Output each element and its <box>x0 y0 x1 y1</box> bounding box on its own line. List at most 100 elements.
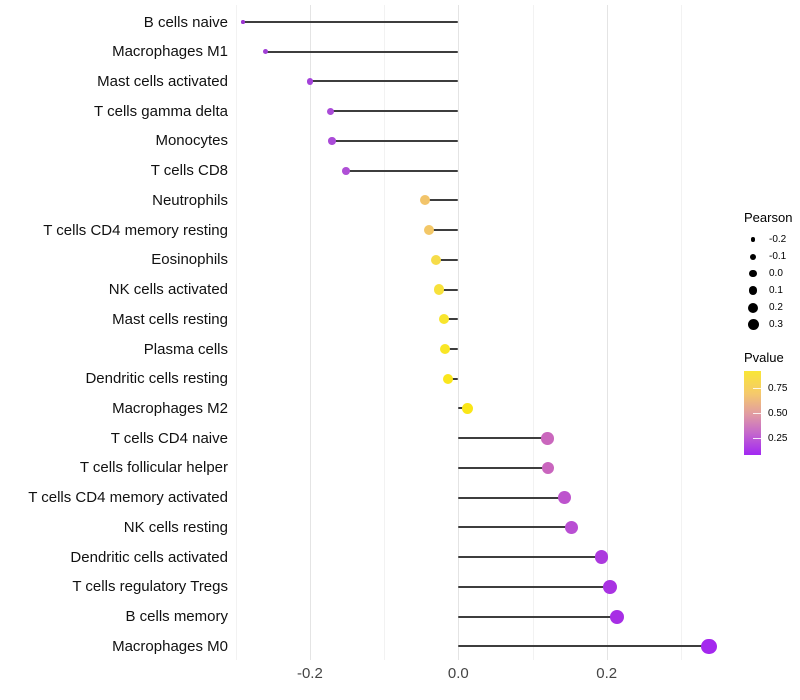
lollipop-stem <box>458 615 618 618</box>
gradient-tick-label: 0.50 <box>768 408 788 419</box>
lollipop-stem <box>458 526 572 529</box>
gridline-minor <box>384 5 386 660</box>
lollipop-stem <box>330 110 459 113</box>
y-axis-label: T cells gamma delta <box>94 102 228 120</box>
lollipop-dot <box>430 254 442 265</box>
gridline-major <box>458 5 460 660</box>
lollipop-dot <box>433 284 445 295</box>
lollipop-stem <box>265 50 459 53</box>
gridline-minor <box>235 5 237 660</box>
lollipop-dot <box>462 403 474 414</box>
lollipop-dot <box>594 550 609 564</box>
size-legend-label: 0.2 <box>769 302 783 313</box>
lollipop-dot <box>241 20 245 24</box>
y-axis-label: Dendritic cells resting <box>85 370 228 388</box>
y-axis-label: T cells CD4 memory activated <box>28 489 228 507</box>
pearson-size-legend: Pearson -0.2 -0.1 0.0 0.1 0.2 0.3 <box>742 210 792 333</box>
size-legend-dot <box>750 253 756 260</box>
size-legend-entry: -0.2 <box>742 231 792 248</box>
gradient-tick <box>753 438 761 439</box>
size-legend-label: 0.3 <box>769 319 783 330</box>
lollipop-dot <box>564 520 578 534</box>
size-legend-label: 0.1 <box>769 285 783 296</box>
y-axis-label: NK cells resting <box>123 518 228 536</box>
lollipop-dot <box>610 609 625 624</box>
lollipop-stem <box>346 169 459 172</box>
gradient-tick <box>753 388 761 389</box>
size-legend-dot <box>748 302 758 313</box>
lollipop-stem <box>458 496 565 499</box>
gradient-tick-label: 0.75 <box>768 383 788 394</box>
lollipop-stem <box>458 437 548 440</box>
size-legend-dot <box>749 269 757 278</box>
y-axis-label: T cells CD4 memory resting <box>43 221 228 239</box>
y-axis-label: Mast cells activated <box>97 72 228 90</box>
size-legend-entry: 0.3 <box>742 316 792 333</box>
pvalue-gradient-bar: 0.75 0.50 0.25 <box>744 371 788 455</box>
gradient-swatch <box>744 371 761 455</box>
lollipop-dot <box>419 195 430 206</box>
gridline-minor <box>532 5 534 660</box>
lollipop-stem <box>439 288 459 291</box>
x-tick-label: 0.0 <box>447 665 469 682</box>
gridline-major <box>309 5 311 660</box>
lollipop-stem <box>458 556 602 559</box>
y-axis-label: T cells follicular helper <box>79 459 228 477</box>
size-legend-dot <box>748 286 758 295</box>
y-axis-label: Eosinophils <box>151 251 228 269</box>
lollipop-dot <box>541 431 554 445</box>
lollipop-dot <box>342 166 351 175</box>
lollipop-dot <box>439 314 450 325</box>
lollipop-dot <box>262 49 268 55</box>
y-axis-label: NK cells activated <box>108 281 228 299</box>
gridline-minor <box>680 5 682 660</box>
y-axis-label: Monocytes <box>155 132 228 150</box>
lollipop-stem <box>458 466 549 469</box>
size-legend-entry: 0.0 <box>742 265 792 282</box>
y-axis-label: Macrophages M2 <box>112 399 228 417</box>
y-axis-label: Dendritic cells activated <box>70 548 228 566</box>
lollipop-dot <box>328 137 336 145</box>
y-axis-label: T cells regulatory Tregs <box>72 578 228 596</box>
size-legend-label: -0.2 <box>769 234 787 245</box>
lollipop-dot <box>424 225 435 236</box>
gradient-tick-label: 0.25 <box>768 433 788 444</box>
lollipop-dot <box>306 78 314 85</box>
size-legend-title: Pearson <box>744 210 793 225</box>
lollipop-stem <box>309 80 459 83</box>
y-axis-label: T cells CD4 naive <box>110 429 228 447</box>
size-legend-label: -0.1 <box>769 251 787 262</box>
x-tick-label: -0.2 <box>296 665 323 682</box>
lollipop-stem <box>458 645 710 648</box>
size-legend-label: 0.0 <box>769 268 783 279</box>
y-axis-label: Macrophages M0 <box>112 637 228 655</box>
y-axis-label: B cells memory <box>125 608 228 626</box>
pvalue-color-legend: Pvalue 0.75 0.50 0.25 <box>742 350 788 455</box>
gridline-major <box>606 5 608 660</box>
size-legend-dot <box>750 237 756 242</box>
y-axis-label: T cells CD8 <box>150 162 228 180</box>
lollipop-stem <box>436 258 459 261</box>
lollipop-stem <box>332 139 459 142</box>
gradient-tick <box>753 413 761 414</box>
lollipop-dot <box>701 638 717 654</box>
lollipop-dot <box>557 491 571 505</box>
size-legend-entry: 0.2 <box>742 299 792 316</box>
x-tick-label: 0.2 <box>596 665 618 682</box>
y-axis-label: Neutrophils <box>152 191 228 209</box>
lollipop-stem <box>458 585 611 588</box>
lollipop-dot <box>603 579 618 594</box>
lollipop-stem <box>444 318 459 321</box>
size-legend-keys: -0.2 -0.1 0.0 0.1 0.2 0.3 <box>742 231 792 333</box>
lollipop-dot <box>442 373 454 384</box>
lollipop-stem <box>444 348 459 351</box>
size-legend-entry: -0.1 <box>742 248 792 265</box>
y-axis-label: Plasma cells <box>143 340 228 358</box>
lollipop-dot <box>541 461 555 475</box>
lollipop-stem <box>447 377 459 380</box>
size-legend-dot <box>747 319 759 330</box>
y-axis-label: B cells naive <box>143 13 228 31</box>
lollipop-stem <box>429 229 459 232</box>
lollipop-dot <box>439 343 451 355</box>
